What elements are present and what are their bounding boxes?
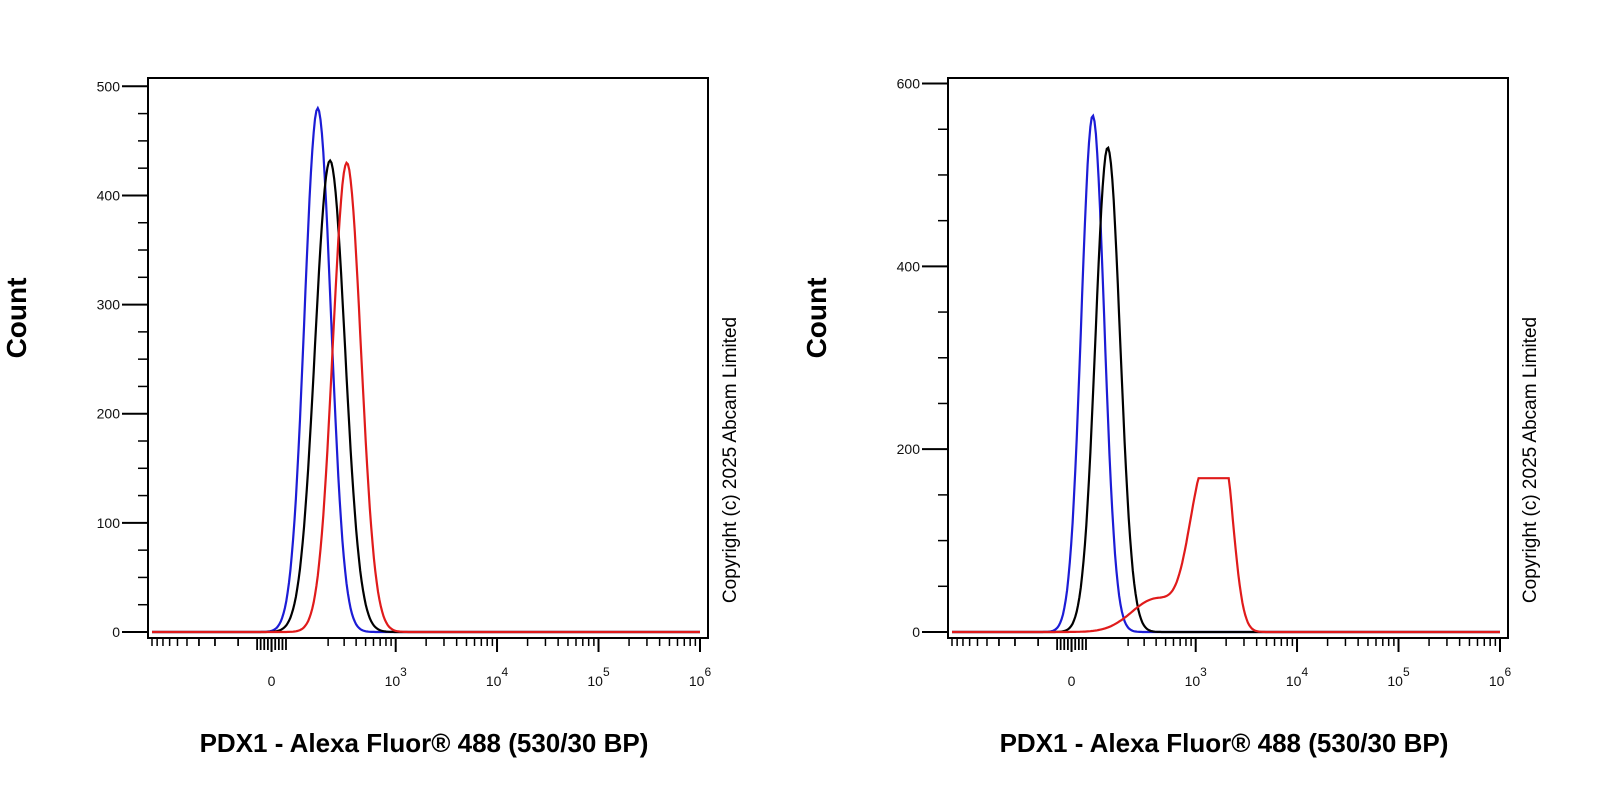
histogram-series-2 bbox=[152, 158, 700, 634]
histogram-chart: 0 200 400 600 0 103 104 105 106 Count PDX1 - Alexa… bbox=[801, 76, 1541, 758]
y-tick-label: 200 bbox=[97, 406, 121, 422]
y-tick-label: 600 bbox=[897, 76, 921, 92]
x-tick-label: 105 bbox=[1387, 665, 1410, 689]
histogram-panel-left: 0 100 200 300 400 500 0 103 104 105 106 Count PDX1 -… bbox=[0, 0, 800, 800]
histogram-series-3 bbox=[952, 477, 1500, 634]
x-tick-label: 103 bbox=[385, 665, 408, 689]
x-tick-label: 0 bbox=[1068, 673, 1076, 689]
x-tick-label: 106 bbox=[689, 665, 712, 689]
histogram-series-1 bbox=[152, 105, 700, 634]
x-tick-label: 106 bbox=[1489, 665, 1512, 689]
plot-frame bbox=[147, 77, 709, 639]
x-axis-label: PDX1 - Alexa Fluor® 488 (530/30 BP) bbox=[200, 728, 649, 758]
y-tick-label: 300 bbox=[97, 297, 121, 313]
x-tick-label: 104 bbox=[1286, 665, 1309, 689]
copyright-text: Copyright (c) 2025 Abcam Limited bbox=[1520, 317, 1541, 603]
x-tick-label: 104 bbox=[486, 665, 509, 689]
histogram-panel-right: 0 200 400 600 0 103 104 105 106 Count PDX1 - Alexa… bbox=[800, 0, 1600, 800]
y-axis-label: Count bbox=[1, 278, 32, 359]
y-tick-label: 500 bbox=[97, 78, 121, 94]
histogram-series-3 bbox=[152, 160, 700, 634]
copyright-text: Copyright (c) 2025 Abcam Limited bbox=[720, 317, 741, 603]
x-tick-label: 0 bbox=[268, 673, 276, 689]
x-tick-label: 103 bbox=[1185, 665, 1208, 689]
histogram-chart: 0 100 200 300 400 500 0 103 104 105 106 Count PDX1 -… bbox=[1, 77, 741, 758]
y-tick-label: 0 bbox=[112, 624, 120, 640]
y-tick-label: 400 bbox=[897, 258, 921, 274]
y-tick-label: 100 bbox=[97, 515, 121, 531]
y-axis-label: Count bbox=[801, 278, 832, 359]
histogram-series-2 bbox=[952, 145, 1500, 634]
y-tick-label: 400 bbox=[97, 187, 121, 203]
x-tick-label: 105 bbox=[587, 665, 610, 689]
y-tick-label: 0 bbox=[912, 624, 920, 640]
y-tick-label: 200 bbox=[897, 441, 921, 457]
histogram-series-1 bbox=[952, 113, 1500, 634]
plot-frame bbox=[947, 77, 1509, 639]
x-axis-label: PDX1 - Alexa Fluor® 488 (530/30 BP) bbox=[1000, 728, 1449, 758]
